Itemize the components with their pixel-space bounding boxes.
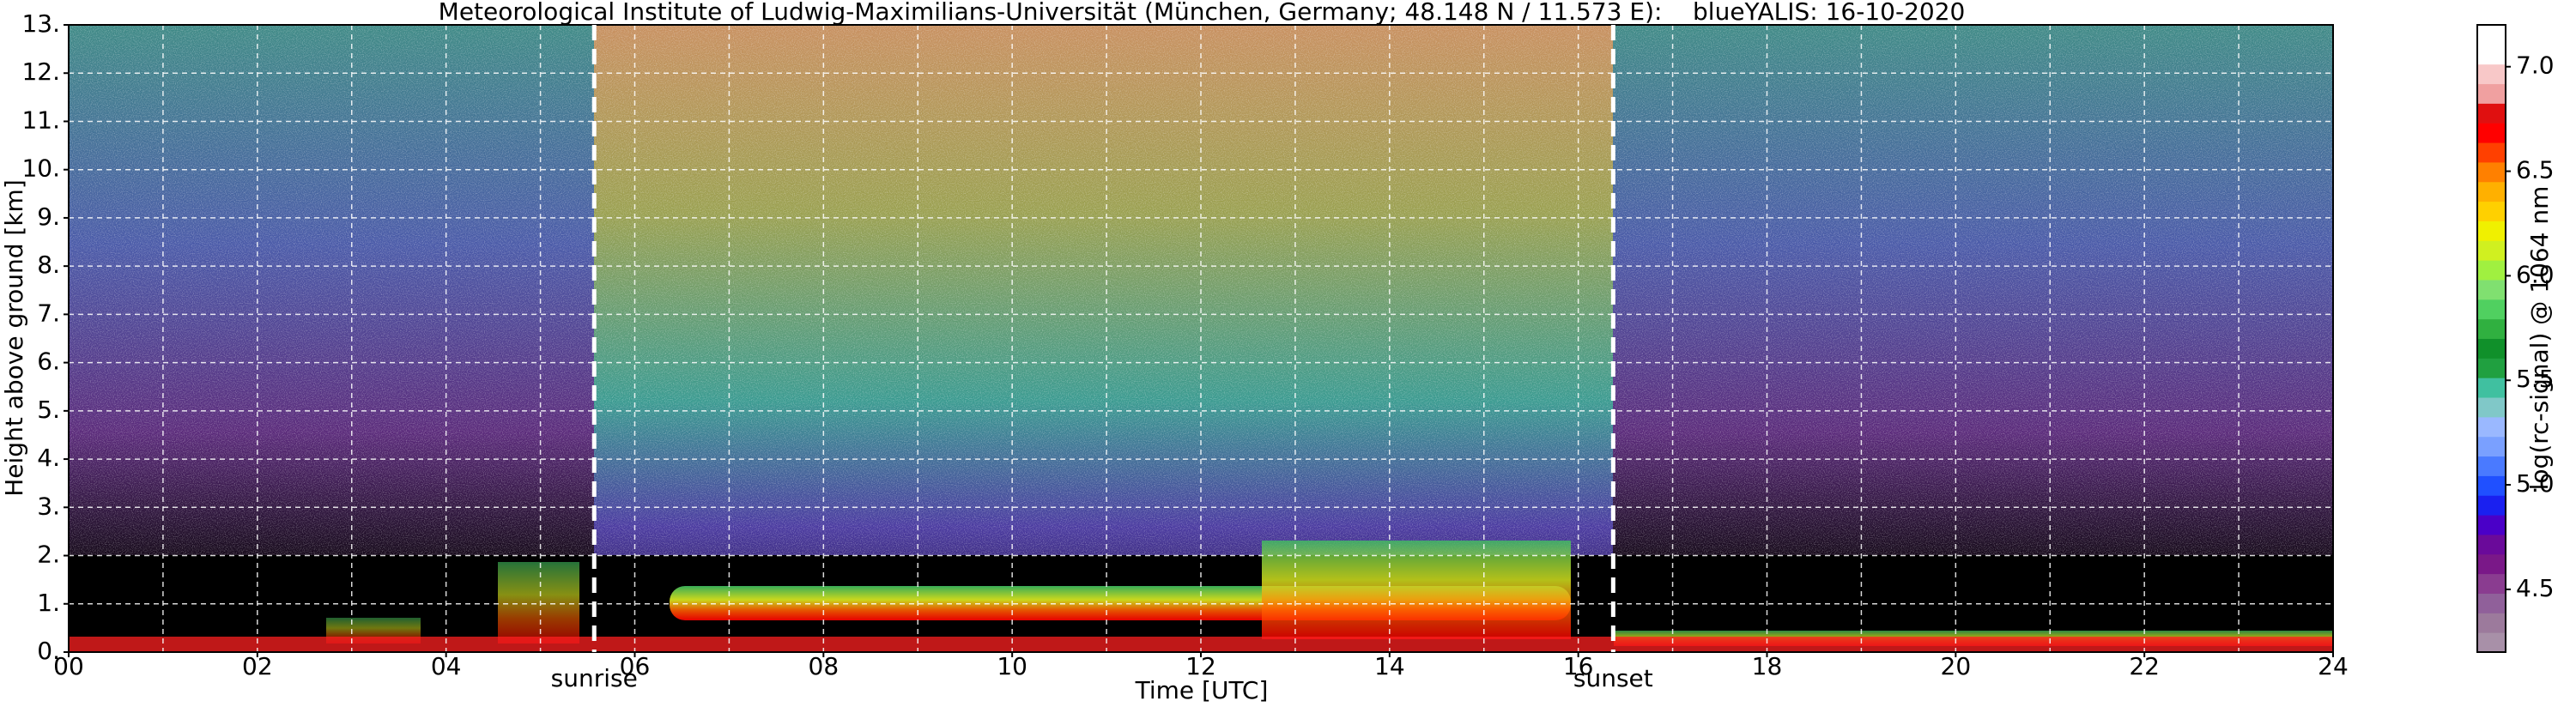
colorbar-tick-label: 7.0	[2516, 51, 2555, 80]
x-tick-label: 08	[809, 652, 839, 680]
y-tick-label: 1.	[37, 589, 60, 617]
y-axis-label: Height above ground [km]	[0, 179, 28, 497]
colorbar-swatch	[2477, 436, 2506, 457]
colorbar-swatch	[2477, 397, 2506, 418]
colorbar-swatch	[2477, 83, 2506, 104]
y-tick-label: 12.	[21, 57, 60, 86]
colorbar-swatch	[2477, 534, 2506, 555]
x-tick-label: 14	[1374, 652, 1405, 680]
colorbar-swatch	[2477, 260, 2506, 281]
colorbar-swatch	[2477, 593, 2506, 613]
colorbar-swatch	[2477, 573, 2506, 594]
x-tick-label: 20	[1941, 652, 1972, 680]
x-tick-label: 06	[620, 652, 651, 680]
y-tick-label: 11.	[21, 106, 60, 134]
colorbar-tick-label: 5.0	[2516, 469, 2555, 498]
annotation-label: sunset	[1573, 664, 1653, 692]
colorbar-swatch	[2477, 279, 2506, 300]
colorbar-swatch	[2477, 553, 2506, 575]
colorbar-swatch	[2477, 632, 2506, 653]
x-tick-label: 22	[2129, 652, 2160, 680]
x-tick-label: 04	[431, 652, 462, 680]
x-tick-label: 10	[997, 652, 1027, 680]
colorbar-tick-label: 4.5	[2516, 574, 2555, 602]
colorbar-swatch	[2477, 456, 2506, 476]
colorbar-swatch	[2477, 299, 2506, 320]
colorbar-swatch	[2477, 416, 2506, 438]
y-tick-label: 8.	[37, 251, 60, 279]
colorbar-swatch	[2477, 358, 2506, 378]
y-tick-label: 0.	[37, 637, 60, 665]
colorbar-swatch	[2477, 161, 2506, 183]
x-tick-label: 24	[2318, 652, 2349, 680]
colorbar-swatch	[2477, 221, 2506, 241]
y-tick-label: 9.	[37, 202, 60, 231]
colorbar-tick-label: 6.0	[2516, 260, 2555, 288]
y-tick-label: 6.	[37, 347, 60, 376]
y-tick-label: 5.	[37, 396, 60, 424]
y-tick-label: 4.	[37, 444, 60, 472]
colorbar-swatch	[2477, 240, 2506, 261]
colorbar-swatch	[2477, 613, 2506, 633]
colorbar-swatch	[2477, 475, 2506, 496]
y-tick-label: 10.	[21, 154, 60, 183]
colorbar-tick-label: 5.5	[2516, 365, 2555, 393]
colorbar-frame	[2476, 24, 2506, 653]
plot-frame	[68, 24, 2334, 653]
colorbar-swatch	[2477, 123, 2506, 143]
x-tick-label: 16	[1563, 652, 1594, 680]
annotation-label: sunrise	[551, 664, 638, 692]
chart-title: Meteorological Institute of Ludwig-Maxim…	[439, 0, 1966, 26]
y-tick-label: 3.	[37, 492, 60, 520]
colorbar-swatch	[2477, 515, 2506, 535]
y-tick-label: 13.	[21, 9, 60, 38]
colorbar-swatch	[2477, 318, 2506, 339]
colorbar-swatch	[2477, 378, 2506, 398]
x-axis-label: Time [UTC]	[1135, 676, 1269, 704]
y-tick-label: 7.	[37, 299, 60, 327]
x-tick-label: 02	[242, 652, 273, 680]
colorbar-swatch	[2477, 103, 2506, 124]
colorbar-swatch	[2477, 44, 2506, 65]
colorbar-swatch	[2477, 338, 2506, 359]
x-tick-label: 12	[1185, 652, 1216, 680]
y-tick-label: 2.	[37, 541, 60, 569]
x-tick-label: 18	[1752, 652, 1783, 680]
colorbar-tick-label: 6.5	[2516, 156, 2555, 184]
x-tick-label: 00	[53, 652, 84, 680]
colorbar-label: log(rc-signal) @ 1064 nm	[2525, 186, 2554, 491]
colorbar-swatch	[2477, 181, 2506, 202]
colorbar-swatch	[2477, 201, 2506, 221]
colorbar-swatch	[2477, 25, 2506, 45]
colorbar-swatch	[2477, 495, 2506, 516]
colorbar-swatch	[2477, 63, 2506, 85]
colorbar-swatch	[2477, 142, 2506, 163]
